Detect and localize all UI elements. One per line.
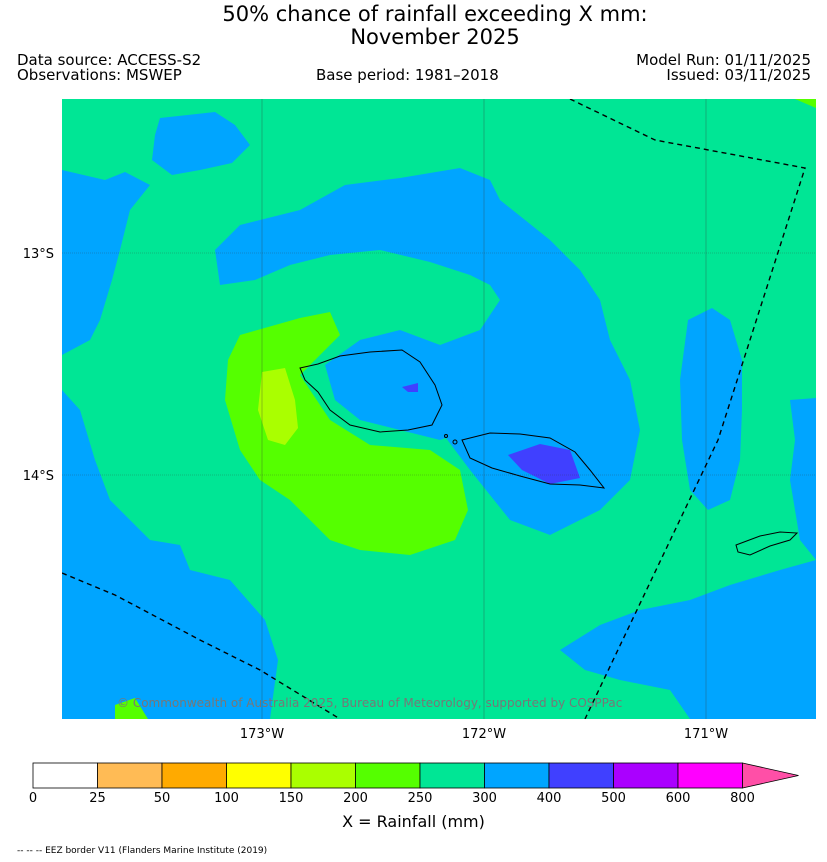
colorbar-tick-label: 0 xyxy=(28,791,38,806)
rain-band-400-500-upolu xyxy=(508,444,580,484)
colorbar-tick-label: 150 xyxy=(278,791,304,806)
upolu-outline xyxy=(461,432,606,489)
copyright: © Commonwealth of Australia 2025, Bureau… xyxy=(117,696,622,710)
islet xyxy=(452,439,458,445)
rain-band-200-250-northeast xyxy=(795,99,816,108)
colorbar-tick-label: 25 xyxy=(89,791,106,806)
colorbar-tick-label: 800 xyxy=(730,791,755,806)
lon-label-173w: 173°W xyxy=(240,727,284,742)
gridlines xyxy=(62,99,816,719)
colorbar-extend-arrow xyxy=(742,762,799,789)
colorbar-segment xyxy=(548,762,614,789)
colorbar-tick-label: 300 xyxy=(472,791,497,806)
lon-label-171w: 171°W xyxy=(684,727,728,742)
observations: Observations: MSWEP xyxy=(17,66,182,84)
base-period: Base period: 1981–2018 xyxy=(316,66,499,84)
colorbar-segment xyxy=(161,762,227,789)
colorbar-segment xyxy=(677,762,743,789)
model-run: Model Run: 01/11/2025 xyxy=(636,51,811,69)
islet xyxy=(444,434,448,438)
title-line-1: 50% chance of rainfall exceeding X mm: xyxy=(222,2,648,26)
rain-band-200-250-south xyxy=(115,698,148,719)
rain-band-300-400-northwest xyxy=(152,112,250,175)
rain-band-300-400-west xyxy=(62,170,150,355)
savaii-outline xyxy=(299,349,443,433)
eez-border-east xyxy=(569,99,806,719)
colorbar-tick-label: 500 xyxy=(601,791,626,806)
colorbar-segment xyxy=(32,762,98,789)
colorbar-tick-label: 600 xyxy=(665,791,691,806)
lat-label-14s: 14°S xyxy=(23,469,54,484)
colorbar-segment xyxy=(613,762,679,789)
tutuila-outline xyxy=(735,531,799,556)
colorbar-tick-label: 250 xyxy=(407,791,433,806)
colorbar-segment xyxy=(355,762,421,789)
colorbar-tick-label: 400 xyxy=(536,791,562,806)
colorbar-tick-label: 200 xyxy=(343,791,368,806)
rain-band-300-400-far-east xyxy=(790,398,816,560)
colorbar xyxy=(32,762,799,789)
rain-band-150-200 xyxy=(258,368,298,445)
issued: Issued: 03/11/2025 xyxy=(666,66,811,84)
colorbar-xlabel: X = Rainfall (mm) xyxy=(342,812,485,831)
rain-band-300-400-southwest xyxy=(62,390,278,719)
lon-label-172w: 172°W xyxy=(462,727,506,742)
eez-border-southwest xyxy=(62,572,341,719)
colorbar-segment xyxy=(226,762,292,789)
colorbar-segment xyxy=(419,762,485,789)
rain-band-300-400-southeast xyxy=(560,560,816,719)
colorbar-tick-label: 100 xyxy=(214,791,239,806)
data-source: Data source: ACCESS-S2 xyxy=(17,51,202,69)
map-area: © Commonwealth of Australia 2025, Bureau… xyxy=(62,99,816,719)
colorbar-segment xyxy=(290,762,356,789)
lat-label-13s: 13°S xyxy=(23,247,54,262)
title-line-2: November 2025 xyxy=(350,25,520,49)
colorbar-segment xyxy=(97,762,163,789)
colorbar-tick-label: 50 xyxy=(153,791,171,806)
colorbar-segment xyxy=(484,762,550,789)
eez-footnote: -- -- -- EEZ border V11 (Flanders Marine… xyxy=(17,846,268,856)
rain-band-300-400-east xyxy=(680,308,742,510)
rain-band-300-400-upolu xyxy=(325,332,470,440)
rain-band-400-500-savaii xyxy=(402,383,418,392)
